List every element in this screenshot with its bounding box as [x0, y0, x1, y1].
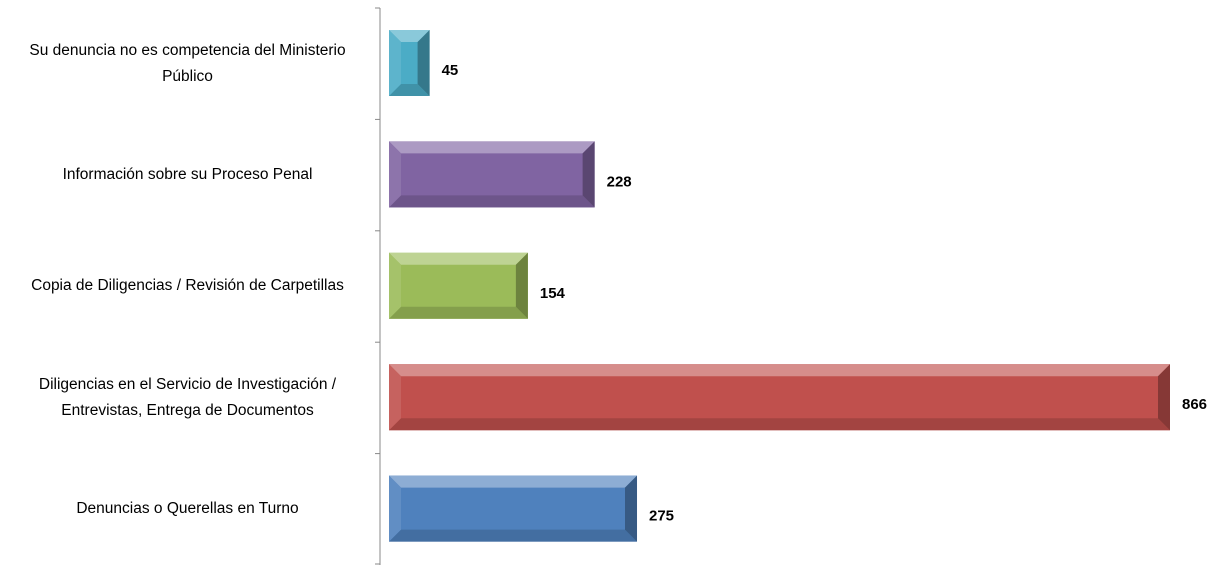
bar-bevel-top [389, 141, 595, 154]
data-label: 228 [607, 173, 632, 190]
bar [389, 475, 638, 542]
bar-bevel-top [389, 30, 430, 42]
bar-bevel-bottom [389, 195, 595, 208]
bar-bevel-bottom [389, 84, 430, 96]
bar-bevel-left [389, 252, 401, 319]
y-tick-label: Su denuncia no es competencia del Minist… [29, 41, 346, 85]
bar [389, 252, 528, 319]
bar-bevel-bottom [389, 306, 528, 319]
bar-bevel-right [625, 475, 638, 542]
bar-bevel-right [515, 252, 528, 319]
y-tick-label: Denuncias o Querellas en Turno [76, 500, 299, 518]
bar-bevel-top [389, 252, 528, 265]
bar-bevel-left [389, 141, 401, 208]
y-tick-label: Diligencias en el Servicio de Investigac… [38, 375, 337, 419]
data-label: 866 [1182, 396, 1207, 413]
bar-bevel-right [1158, 364, 1170, 431]
y-tick-label: Información sobre su Proceso Penal [62, 166, 313, 184]
bar-bevel-right [582, 141, 595, 208]
y-tick-label: Copia de Diligencias / Revisión de Carpe… [31, 277, 344, 295]
bar-bevel-bottom [389, 418, 1170, 431]
bar-bevel-left [389, 475, 401, 542]
bar-bevel-bottom [389, 529, 638, 542]
bar [389, 364, 1170, 431]
bar [389, 30, 430, 96]
data-label: 45 [442, 62, 459, 79]
bar-bevel-top [389, 475, 638, 488]
bar [389, 141, 595, 208]
data-label: 275 [649, 508, 674, 525]
bar-bevel-left [389, 364, 401, 431]
bar-bevel-right [417, 30, 430, 96]
data-label: 154 [540, 285, 566, 302]
bar-bevel-left [389, 30, 401, 96]
bar-bevel-top [389, 364, 1170, 377]
